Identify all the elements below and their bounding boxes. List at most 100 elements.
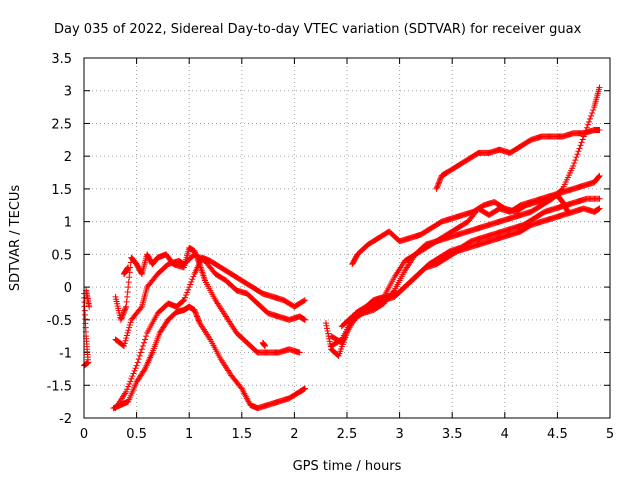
data-point bbox=[576, 145, 583, 152]
series-trace-7 bbox=[120, 264, 132, 277]
x-axis-label: GPS time / hours bbox=[293, 459, 402, 474]
data-point bbox=[126, 322, 133, 329]
data-point bbox=[117, 316, 124, 323]
y-tick-label: 1 bbox=[64, 216, 72, 231]
data-point bbox=[123, 298, 130, 305]
data-point bbox=[129, 373, 136, 380]
data-point bbox=[130, 370, 137, 377]
data-point bbox=[596, 127, 603, 133]
data-point bbox=[434, 183, 441, 190]
data-point bbox=[124, 289, 131, 295]
chart-title: Day 035 of 2022, Sidereal Day-to-day VTE… bbox=[54, 22, 582, 37]
y-tick-label: -2 bbox=[59, 412, 72, 427]
data-point bbox=[120, 310, 127, 317]
data-point bbox=[118, 314, 125, 321]
data-point bbox=[138, 346, 145, 353]
data-point bbox=[322, 320, 329, 327]
data-point bbox=[187, 281, 194, 288]
data-point bbox=[123, 388, 130, 395]
data-point bbox=[324, 327, 331, 334]
data-point bbox=[595, 174, 602, 181]
y-tick-label: 3.5 bbox=[51, 52, 72, 67]
data-point bbox=[327, 343, 334, 350]
data-point bbox=[188, 278, 195, 285]
data-point bbox=[180, 297, 187, 304]
data-point bbox=[577, 142, 584, 149]
y-tick-label: -1.5 bbox=[47, 379, 72, 394]
x-tick-label: 5 bbox=[606, 427, 614, 442]
y-tick-label: 2.5 bbox=[51, 117, 72, 132]
series-trace-1 bbox=[110, 303, 308, 412]
data-point bbox=[564, 208, 571, 215]
data-point bbox=[189, 276, 196, 283]
x-tick-label: 2 bbox=[290, 427, 298, 442]
series-trace-13 bbox=[349, 192, 571, 268]
data-point bbox=[261, 343, 268, 349]
x-tick-label: 0 bbox=[80, 427, 88, 442]
data-point bbox=[324, 325, 331, 332]
data-point bbox=[196, 259, 203, 266]
x-axis-ticks: 0 0.5 1 1.5 2 2.5 3 3.5 4 4.5 5 bbox=[80, 58, 614, 442]
data-point bbox=[194, 254, 201, 261]
data-point bbox=[186, 284, 193, 291]
x-tick-label: 4.5 bbox=[547, 427, 568, 442]
data-point bbox=[121, 340, 128, 347]
data-point bbox=[143, 333, 150, 340]
data-point bbox=[326, 338, 333, 345]
data-point bbox=[125, 284, 132, 291]
data-point bbox=[126, 274, 133, 281]
data-point bbox=[119, 311, 126, 318]
data-point bbox=[193, 252, 200, 259]
data-point bbox=[195, 316, 202, 323]
data-point bbox=[587, 115, 594, 122]
data-point bbox=[122, 305, 129, 312]
data-point bbox=[127, 319, 134, 326]
data-point bbox=[119, 312, 126, 319]
data-point bbox=[437, 176, 444, 183]
data-point bbox=[436, 179, 443, 186]
data-point bbox=[190, 273, 197, 280]
data-point bbox=[191, 308, 198, 315]
data-point bbox=[325, 330, 332, 337]
data-point bbox=[301, 385, 308, 392]
data-point bbox=[595, 173, 602, 180]
data-point bbox=[570, 163, 577, 169]
data-point bbox=[585, 118, 592, 125]
y-axis-label: SDTVAR / TECUs bbox=[8, 185, 23, 292]
data-point bbox=[301, 297, 308, 304]
data-point bbox=[126, 324, 133, 331]
data-point bbox=[123, 332, 130, 339]
data-point bbox=[433, 184, 440, 191]
data-point bbox=[196, 318, 203, 325]
data-point bbox=[191, 249, 198, 256]
y-tick-label: 2 bbox=[64, 150, 72, 165]
data-point bbox=[325, 333, 332, 340]
data-point bbox=[434, 181, 441, 188]
data-point bbox=[124, 329, 131, 336]
data-point bbox=[579, 136, 586, 143]
data-point bbox=[137, 305, 144, 312]
data-point bbox=[183, 291, 190, 298]
data-point bbox=[192, 250, 199, 257]
data-point bbox=[193, 310, 200, 317]
data-point bbox=[122, 306, 129, 313]
data-point bbox=[193, 312, 200, 319]
x-tick-label: 1.5 bbox=[231, 427, 252, 442]
series-trace-3 bbox=[112, 251, 308, 349]
data-point bbox=[194, 313, 201, 320]
data-point bbox=[133, 362, 140, 369]
data-point bbox=[131, 367, 138, 374]
data-point bbox=[123, 303, 130, 310]
data-point bbox=[137, 349, 144, 356]
data-point bbox=[123, 335, 130, 342]
data-point bbox=[435, 180, 442, 187]
data-point bbox=[575, 148, 582, 155]
data-point bbox=[128, 375, 135, 382]
series-trace-2 bbox=[112, 254, 308, 412]
data-point bbox=[185, 286, 192, 293]
data-point bbox=[124, 293, 131, 300]
data-point bbox=[118, 315, 125, 322]
data-point bbox=[574, 151, 581, 158]
data-point bbox=[195, 317, 202, 324]
